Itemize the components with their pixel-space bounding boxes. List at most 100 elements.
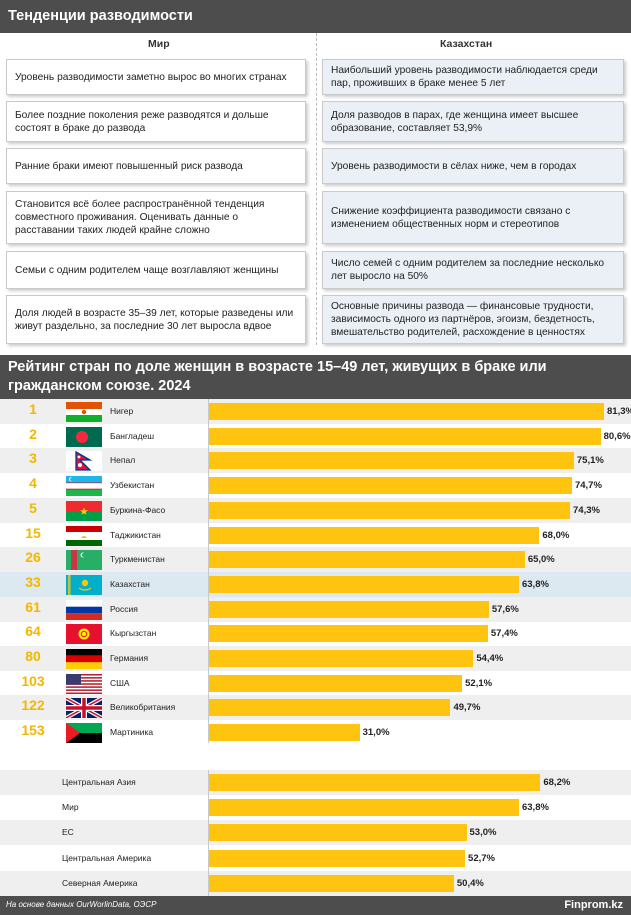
country-label: Казахстан xyxy=(110,578,150,589)
trend-world-item: Семьи с одним родителем чаще возглавляют… xyxy=(6,251,306,289)
data-label: 54,4% xyxy=(476,653,504,664)
rank-label: 103 xyxy=(21,672,45,689)
column-headers: Мир Казахстан xyxy=(0,33,631,53)
bar xyxy=(209,699,451,717)
country-label: Узбекистан xyxy=(110,480,155,491)
table-row: Северная Америка 50,4% xyxy=(0,870,631,896)
russia-flag-icon xyxy=(66,599,102,620)
footer: На основе данных OurWorlinData, ОЭСР Fin… xyxy=(0,896,631,915)
country-label: Великобритания xyxy=(110,702,176,713)
rank-label: 26 xyxy=(25,549,41,566)
rank-label: 1 xyxy=(29,401,37,417)
data-label: 52,1% xyxy=(465,677,493,689)
uzbekistan-flag-icon xyxy=(66,476,102,497)
trend-world-item: Уровень разводимости заметно вырос во мн… xyxy=(6,59,306,95)
bar xyxy=(209,551,525,569)
turkmenistan-flag-icon xyxy=(66,550,102,571)
trend-world-item: Становится всё более распространённой те… xyxy=(6,191,306,244)
rank-label: 80 xyxy=(25,648,41,664)
data-label: 80,6% xyxy=(603,430,631,442)
rank-label: 64 xyxy=(25,623,41,640)
table-row: 80 Германия 54,4% xyxy=(0,646,631,671)
table-row: 4 Узбекистан 74,7% xyxy=(0,473,631,498)
data-label: 74,3% xyxy=(573,504,600,516)
data-label: 75,1% xyxy=(576,455,604,467)
region-label: Северная Америка xyxy=(62,877,138,888)
bar xyxy=(209,477,572,495)
data-label: 57,4% xyxy=(490,628,518,640)
country-label: США xyxy=(110,677,130,688)
martinique-flag-icon xyxy=(66,723,102,744)
table-row: Центральная Азия 68,2% xyxy=(0,770,631,795)
bar xyxy=(209,874,454,892)
table-row: 26 Туркменистан 65,0% xyxy=(0,547,631,573)
chart-title: Рейтинг стран по доле женщин в возрасте … xyxy=(0,355,631,399)
bar xyxy=(209,774,541,791)
kazakhstan-flag-icon xyxy=(66,574,102,595)
bar xyxy=(209,452,574,470)
trend-world-item: Доля людей в возрасте 35–39 лет, которые… xyxy=(6,295,306,344)
country-label: Туркменистан xyxy=(110,554,165,565)
region-label: ЕС xyxy=(62,827,74,838)
trend-kazakhstan-item: Снижение коэффициента разводимости связа… xyxy=(322,191,624,244)
bar xyxy=(209,575,519,593)
rank-label: 15 xyxy=(25,524,41,541)
bar xyxy=(209,427,601,445)
table-row: 3 Непал 75,1% xyxy=(0,448,631,474)
germany-flag-icon xyxy=(66,649,102,669)
chart-axis-line xyxy=(208,399,209,743)
data-label: 68,0% xyxy=(542,529,570,541)
table-row: 61 Россия 57,6% xyxy=(0,596,631,622)
bangladesh-flag-icon xyxy=(66,426,102,447)
country-label: Непал xyxy=(110,455,136,466)
bar xyxy=(209,650,474,667)
table-row: 1 Нигер 81,3% xyxy=(0,399,631,424)
column-divider xyxy=(316,33,317,345)
data-label: 49,7% xyxy=(453,702,481,714)
table-row: Центральная Америка 52,7% xyxy=(0,846,631,871)
rank-label: 61 xyxy=(25,598,41,615)
country-label: Мартиника xyxy=(110,727,154,738)
bar xyxy=(209,625,488,643)
trend-world-item: Более поздние поколения реже разводятся … xyxy=(6,101,306,142)
rank-label: 4 xyxy=(29,475,37,492)
trend-world-item: Ранние браки имеют повышенный риск разво… xyxy=(6,148,306,184)
bar xyxy=(209,799,519,817)
rank-label: 153 xyxy=(21,722,45,739)
bar xyxy=(209,501,570,519)
bar xyxy=(209,849,466,867)
data-label: 63,8% xyxy=(521,578,549,590)
country-label: Бангладеш xyxy=(110,430,155,441)
niger-flag-icon xyxy=(66,402,102,422)
kyrgyzstan-flag-icon xyxy=(66,624,102,645)
rank-label: 2 xyxy=(29,425,37,442)
country-label: Нигер xyxy=(110,406,134,416)
brand-logo: Finprom.kz xyxy=(564,899,623,911)
trend-kazakhstan-item: Наибольший уровень разводимости наблюдае… xyxy=(322,59,624,95)
data-label: 57,6% xyxy=(491,603,519,615)
region-label: Центральная Азия xyxy=(62,777,136,787)
region-label: Центральная Америка xyxy=(62,852,152,863)
table-row: Мир 63,8% xyxy=(0,795,631,820)
data-label: 63,8% xyxy=(521,802,549,814)
region-label: Мир xyxy=(62,802,79,813)
source-note: На основе данных OurWorlinData, ОЭСР xyxy=(6,900,157,909)
country-label: Буркина-Фасо xyxy=(110,504,166,515)
bar xyxy=(209,526,540,544)
rank-label: 5 xyxy=(29,499,37,516)
rank-label: 122 xyxy=(21,697,45,714)
trend-kazakhstan-item: Доля разводов в парах, где женщина имеет… xyxy=(322,101,624,142)
data-label: 50,4% xyxy=(456,877,484,889)
table-row: 15 Таджикистан 68,0% xyxy=(0,523,631,548)
table-row: 103 США 52,1% xyxy=(0,671,631,696)
bar xyxy=(209,824,467,842)
bar xyxy=(209,600,489,618)
burkina-faso-flag-icon xyxy=(66,500,102,521)
uk-flag-icon xyxy=(66,698,102,719)
table-row: 33 Казахстан 63,8% xyxy=(0,571,631,597)
tajikistan-flag-icon xyxy=(66,525,102,546)
bar xyxy=(209,674,463,692)
bar xyxy=(209,403,605,420)
data-label: 74,7% xyxy=(574,480,602,492)
rank-label: 3 xyxy=(29,450,37,467)
